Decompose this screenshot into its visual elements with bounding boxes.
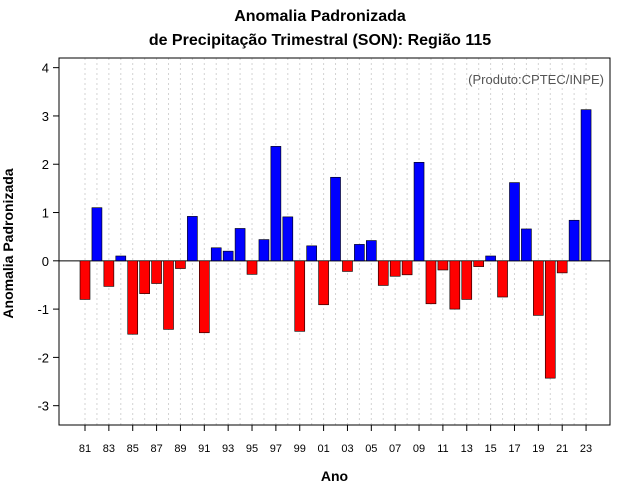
- x-tick-label: 83: [103, 443, 115, 455]
- x-tick-label: 01: [317, 443, 329, 455]
- y-axis: -3 -2 -1 0 1 2 3 4: [37, 61, 59, 414]
- bar-2015: [485, 255, 496, 262]
- bar-2009: [413, 162, 425, 262]
- bars: [79, 109, 592, 379]
- chart-title: Anomalia Padronizada: [234, 8, 406, 25]
- x-tick-label: 21: [556, 443, 568, 455]
- bar-1985: [127, 260, 139, 335]
- x-axis: 81 83 85 87 89 91 93 95 97 99 01 03 05 07 09 11 13 15 17 19…: [79, 425, 592, 455]
- bar-2007: [389, 260, 401, 277]
- x-tick-label: 95: [246, 443, 258, 455]
- bar-2012: [449, 260, 461, 310]
- chart-subtitle: de Precipitação Trimestral (SON): Região…: [148, 32, 492, 49]
- bar-1996: [258, 239, 270, 262]
- bar-1995: [246, 260, 258, 275]
- x-tick-label: 15: [484, 443, 496, 455]
- bar-2002: [330, 176, 341, 262]
- bar-1982: [91, 207, 103, 262]
- x-tick-label: 03: [341, 443, 353, 455]
- bar-1992: [210, 247, 222, 262]
- y-tick-label: 0: [42, 254, 49, 269]
- bar-2016: [497, 260, 508, 298]
- grid-lines: [84, 58, 587, 425]
- bar-1997: [270, 146, 282, 262]
- bar-1989: [175, 260, 186, 269]
- plot-frame: [58, 57, 611, 426]
- bar-1998: [282, 216, 294, 262]
- bar-1987: [151, 260, 162, 284]
- x-tick-label: 13: [461, 443, 473, 455]
- bar-1984: [115, 255, 127, 262]
- bar-1991: [199, 260, 210, 334]
- bar-2014: [473, 260, 484, 267]
- x-tick-label: 09: [413, 443, 425, 455]
- x-tick-label: 23: [580, 443, 592, 455]
- bar-1994: [234, 228, 246, 262]
- x-tick-label: 11: [437, 443, 448, 455]
- bar-2010: [425, 260, 437, 305]
- x-axis-label: Ano: [321, 468, 348, 484]
- x-tick-label: 97: [270, 443, 282, 455]
- bar-1983: [103, 260, 115, 287]
- bar-2006: [377, 260, 389, 286]
- x-tick-label: 99: [294, 443, 306, 455]
- x-tick-label: 81: [79, 443, 91, 455]
- bar-1986: [139, 260, 150, 294]
- bar-2000: [306, 245, 317, 262]
- bar-2023: [580, 109, 592, 262]
- bar-2020: [544, 260, 556, 379]
- bar-2013: [461, 260, 473, 300]
- bar-1988: [163, 260, 174, 330]
- bar-2003: [342, 260, 353, 272]
- y-tick-label: 2: [42, 157, 49, 172]
- x-tick-label: 19: [532, 443, 544, 455]
- bar-2019: [533, 260, 544, 316]
- bar-2001: [318, 260, 329, 306]
- x-tick-label: 87: [150, 443, 162, 455]
- x-tick-label: 05: [365, 443, 377, 455]
- bar-1993: [222, 250, 234, 262]
- x-tick-label: 93: [222, 443, 234, 455]
- bar-1990: [187, 216, 198, 262]
- bar-1981: [79, 260, 91, 300]
- y-tick-label: 3: [42, 109, 49, 124]
- bar-1999: [294, 260, 306, 332]
- bar-2022: [568, 219, 580, 262]
- bar-2018: [521, 228, 532, 262]
- x-tick-label: 89: [174, 443, 186, 455]
- y-tick-label: 4: [42, 61, 49, 76]
- y-tick-label: 1: [42, 206, 49, 221]
- bar-2005: [366, 240, 377, 262]
- bar-2008: [401, 260, 413, 276]
- y-axis-label: Anomalia Padronizada: [0, 168, 16, 318]
- bar-2017: [509, 182, 520, 262]
- x-tick-label: 07: [389, 443, 401, 455]
- source-annotation: (Produto:CPTEC/INPE): [468, 72, 604, 87]
- y-tick-label: -2: [37, 350, 49, 365]
- y-tick-label: -3: [37, 399, 49, 414]
- bar-2004: [354, 244, 365, 262]
- x-tick-label: 85: [127, 443, 139, 455]
- bar-2011: [437, 260, 449, 271]
- y-tick-label: -1: [37, 302, 49, 317]
- bar-2021: [556, 260, 568, 274]
- x-tick-label: 91: [198, 443, 210, 455]
- x-tick-label: 17: [508, 443, 520, 455]
